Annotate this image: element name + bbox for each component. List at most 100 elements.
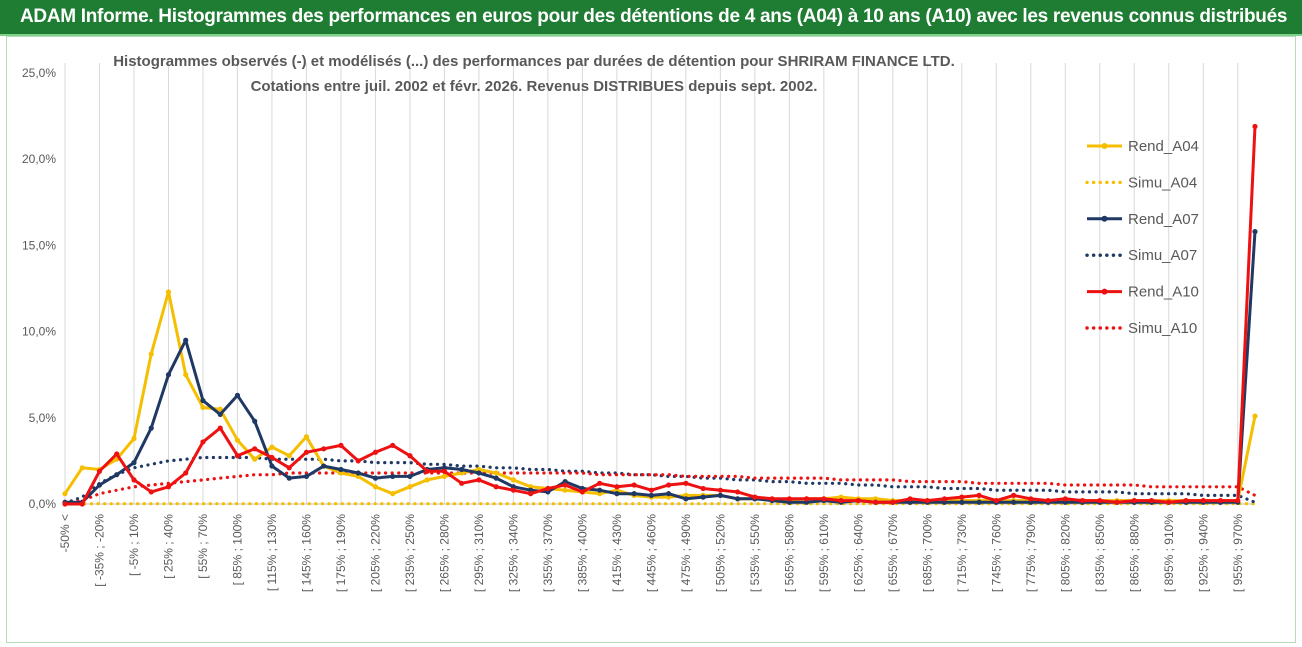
point-rend_a10 — [648, 487, 654, 493]
point-rend_a10 — [1045, 497, 1051, 504]
point-rend_a07 — [493, 475, 499, 481]
y-tick-label: 0,0% — [29, 497, 57, 511]
x-tick-label: [ 55% ; 70% — [196, 514, 210, 579]
x-tick-label: -50% < — [58, 514, 72, 552]
point-rend_a04 — [62, 491, 68, 497]
point-rend_a10 — [941, 496, 948, 502]
point-rend_a07 — [338, 466, 344, 473]
y-tick-label: 5,0% — [29, 411, 57, 425]
point-rend_a07 — [683, 496, 689, 502]
point-rend_a10 — [234, 453, 241, 459]
point-rend_a04 — [303, 434, 310, 440]
point-rend_a10 — [821, 496, 827, 502]
point-rend_a10 — [114, 451, 120, 457]
chart-area-border — [6, 36, 1296, 643]
point-rend_a10 — [1097, 497, 1103, 504]
x-tick-label: [ -5% ; 10% — [127, 514, 141, 576]
header-title: ADAM Informe. Histogrammes des performan… — [20, 6, 1288, 27]
point-rend_a10 — [976, 492, 982, 498]
point-rend_a10 — [1200, 497, 1206, 504]
point-rend_a07 — [303, 473, 310, 480]
series-line-simu_a10 — [63, 471, 1257, 505]
point-rend_a10 — [62, 501, 68, 507]
x-tick-label: [ 655% ; 670% — [886, 514, 900, 592]
point-rend_a10 — [1217, 497, 1224, 504]
point-rend_a07 — [735, 496, 741, 502]
point-rend_a04 — [390, 491, 396, 497]
x-tick-label: [ 415% ; 430% — [610, 514, 624, 592]
point-rend_a04 — [234, 437, 241, 443]
y-tick-label: 20,0% — [22, 152, 56, 166]
point-rend_a04 — [286, 453, 292, 459]
x-tick-label: [ 865% ; 880% — [1127, 514, 1141, 592]
point-rend_a07 — [959, 499, 965, 505]
point-rend_a07 — [217, 411, 223, 417]
x-tick-label: [ 805% ; 820% — [1058, 514, 1072, 592]
x-tick-label: [ 205% ; 220% — [368, 514, 382, 592]
point-rend_a07 — [252, 418, 258, 424]
point-rend_a10 — [579, 489, 585, 495]
point-rend_a07 — [234, 392, 241, 398]
point-rend_a10 — [597, 480, 603, 486]
point-rend_a10 — [872, 499, 879, 505]
point-rend_a10 — [562, 482, 568, 488]
x-tick-label: [ -35% ; -20% — [92, 514, 106, 587]
point-rend_a07 — [372, 475, 379, 481]
point-rend_a07 — [1252, 229, 1258, 235]
grid — [64, 63, 1239, 504]
point-rend_a07 — [390, 473, 396, 480]
point-rend_a07 — [614, 491, 620, 497]
point-rend_a07 — [286, 475, 292, 481]
point-rend_a04 — [424, 477, 430, 483]
x-tick-label: [ 505% ; 520% — [713, 514, 727, 592]
x-tick-label: [ 25% ; 40% — [161, 514, 175, 579]
point-rend_a04 — [510, 477, 517, 483]
point-rend_a04 — [407, 484, 413, 490]
point-rend_a10 — [1114, 499, 1120, 505]
point-rend_a10 — [545, 485, 551, 492]
x-tick-label: [ 145% ; 160% — [299, 514, 313, 592]
y-tick-label: 15,0% — [22, 238, 56, 252]
point-rend_a07 — [717, 492, 723, 498]
point-rend_a07 — [476, 470, 482, 476]
point-rend_a07 — [459, 466, 465, 473]
legend-label-simu_a07: Simu_A07 — [1128, 247, 1197, 264]
series-line-rend_a07 — [65, 231, 1257, 504]
point-rend_a10 — [1010, 492, 1017, 498]
point-rend_a10 — [683, 480, 689, 486]
point-rend_a10 — [528, 491, 534, 497]
point-rend_a10 — [959, 494, 965, 500]
point-rend_a07 — [200, 397, 206, 404]
point-rend_a10 — [252, 446, 258, 452]
x-tick-label: [ 475% ; 490% — [679, 514, 693, 592]
point-rend_a07 — [597, 487, 603, 493]
point-rend_a10 — [96, 468, 103, 474]
chart-title-line-1: Histogrammes observés (-) et modélisés (… — [113, 53, 955, 70]
x-tick-label: [ 685% ; 700% — [920, 514, 934, 592]
point-rend_a10 — [1148, 497, 1155, 504]
point-rend_a04 — [493, 470, 499, 476]
x-tick-label: [ 535% ; 550% — [748, 514, 762, 592]
point-rend_a07 — [1010, 499, 1017, 505]
point-rend_a10 — [183, 470, 189, 476]
point-rend_a10 — [1166, 499, 1172, 505]
point-rend_a04 — [441, 473, 448, 480]
point-rend_a07 — [648, 492, 654, 498]
series-group — [62, 123, 1258, 507]
legend-label-rend_a07: Rend_A07 — [1128, 211, 1199, 228]
x-tick-label: [ 895% ; 910% — [1162, 514, 1176, 592]
legend-label-simu_a10: Simu_A10 — [1128, 320, 1197, 337]
point-rend_a07 — [321, 463, 327, 469]
point-rend_a10 — [148, 489, 154, 495]
point-rend_a04 — [372, 484, 379, 490]
x-tick-label: [ 295% ; 310% — [472, 514, 486, 592]
legend: Rend_A04 Simu_A04 Rend_A07 Simu_A07 Rend_A10… — [1085, 138, 1199, 337]
x-tick-label: [ 325% ; 340% — [506, 514, 520, 592]
point-rend_a10 — [390, 442, 396, 448]
x-tick-label: [ 625% ; 640% — [851, 514, 865, 592]
point-rend_a10 — [631, 482, 637, 488]
point-rend_a04 — [183, 372, 189, 378]
point-rend_a07 — [131, 460, 137, 466]
x-tick-label: [ 595% ; 610% — [817, 514, 831, 592]
